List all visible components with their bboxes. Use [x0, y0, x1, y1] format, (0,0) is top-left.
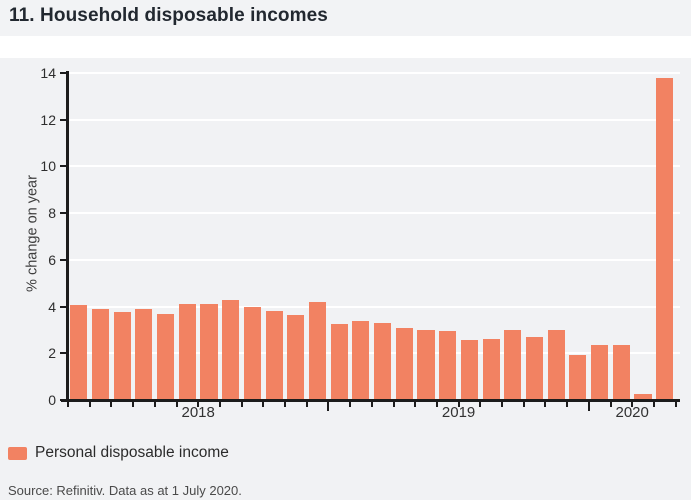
y-tick-4: [60, 305, 67, 308]
bar-jan-2020: [591, 345, 609, 400]
bar-may-2019: [417, 329, 435, 400]
gridline-y-2: [68, 352, 680, 355]
legend-label: Personal disposable income: [35, 444, 229, 461]
x-tick-minor-0: [67, 402, 69, 407]
x-tick-minor-27: [652, 402, 655, 407]
chart-panel: % change on year 0 2 4 6 8 10 12 14 2018 2019 202…: [0, 58, 691, 500]
x-tick-minor-13: [349, 402, 352, 407]
bar-jul-2018: [200, 304, 218, 400]
y-tick-label-6: 6: [48, 251, 56, 268]
y-tick-label-2: 2: [48, 345, 56, 362]
x-tick-minor-16: [414, 402, 417, 407]
y-tick-label-12: 12: [40, 111, 56, 128]
bar-aug-2019: [482, 339, 500, 400]
bar-feb-2019: [352, 320, 370, 400]
bar-oct-2018: [265, 311, 283, 400]
legend: Personal disposable income: [8, 444, 229, 462]
x-tick-minor-7: [218, 402, 221, 407]
x-tick-minor-22: [544, 402, 547, 407]
bar-jun-2018: [178, 304, 196, 400]
y-tick-label-8: 8: [48, 205, 56, 222]
x-tick-minor-19: [479, 402, 482, 407]
plot-area: [68, 72, 680, 400]
y-tick-6: [60, 258, 67, 261]
x-axis-year-label-2018: 2018: [181, 404, 215, 421]
gridline-y-6: [68, 258, 680, 261]
x-tick-major-24: [587, 402, 590, 411]
x-tick-minor-26: [631, 402, 634, 407]
x-tick-minor-18: [457, 402, 460, 407]
x-tick-minor-15: [392, 402, 395, 407]
bar-dec-2018: [308, 301, 327, 400]
bar-feb-2020: [612, 345, 630, 400]
x-tick-minor-23: [566, 402, 569, 407]
title-separator: [0, 36, 691, 58]
bar-mar-2020: [634, 394, 652, 400]
y-tick-label-4: 4: [48, 298, 56, 315]
y-tick-label-0: 0: [48, 392, 56, 408]
bar-nov-2018: [287, 314, 305, 400]
x-tick-minor-20: [501, 402, 503, 407]
y-tick-10: [60, 165, 67, 168]
bar-feb-2018: [91, 308, 110, 400]
x-tick-minor-11: [305, 402, 308, 407]
x-tick-minor-8: [240, 402, 243, 407]
x-tick-major-12: [327, 402, 330, 411]
y-tick-label-10: 10: [40, 158, 56, 175]
x-tick-minor-25: [609, 402, 612, 407]
bar-mar-2018: [113, 312, 131, 400]
y-axis-line: [66, 71, 69, 402]
chart-title-band: 11. Household disposable incomes: [0, 0, 691, 36]
x-tick-minor-10: [284, 402, 286, 407]
gridline-y-10: [68, 165, 680, 168]
bar-aug-2018: [222, 299, 240, 400]
y-tick-2: [60, 352, 67, 355]
x-tick-minor-5: [175, 402, 178, 407]
bar-jan-2018: [70, 305, 88, 400]
x-tick-minor-9: [262, 402, 265, 407]
y-tick-0: [60, 399, 67, 401]
bar-jan-2019: [330, 324, 348, 400]
x-tick-minor-1: [88, 402, 91, 407]
x-axis-line: [61, 399, 680, 402]
bar-apr-2020: [656, 77, 674, 400]
x-tick-minor-28: [674, 402, 677, 407]
x-tick-minor-4: [153, 402, 156, 407]
legend-swatch-personal-disposable-income: [8, 446, 27, 460]
gridline-y-14: [68, 72, 680, 74]
bar-may-2018: [157, 313, 175, 400]
x-axis-year-label-2020: 2020: [615, 404, 649, 421]
bar-mar-2019: [374, 322, 392, 400]
bar-nov-2019: [547, 329, 565, 400]
gridline-y-4: [68, 305, 680, 308]
y-tick-12: [60, 118, 67, 121]
chart-title: 11. Household disposable incomes: [9, 5, 328, 26]
x-tick-minor-3: [132, 402, 135, 407]
x-tick-minor-6: [197, 402, 200, 407]
bar-apr-2019: [395, 327, 413, 400]
x-tick-minor-2: [110, 402, 113, 407]
bar-jul-2019: [460, 340, 478, 400]
source-note: Source: Refinitiv. Data as at 1 July 202…: [8, 483, 242, 498]
y-tick-label-14: 14: [40, 65, 56, 81]
y-tick-8: [60, 212, 67, 215]
y-tick-14: [60, 72, 67, 74]
bar-sep-2019: [504, 329, 522, 400]
gridline-y-8: [68, 212, 680, 215]
bar-apr-2018: [135, 308, 153, 400]
x-tick-minor-14: [370, 402, 373, 407]
bar-jun-2019: [439, 331, 457, 400]
x-tick-minor-21: [522, 402, 525, 407]
x-tick-minor-17: [435, 402, 438, 407]
bar-oct-2019: [525, 336, 544, 400]
x-axis-year-label-2019: 2019: [441, 404, 476, 421]
bar-sep-2018: [243, 306, 261, 400]
gridline-y-12: [68, 118, 680, 121]
bar-dec-2019: [569, 354, 587, 400]
